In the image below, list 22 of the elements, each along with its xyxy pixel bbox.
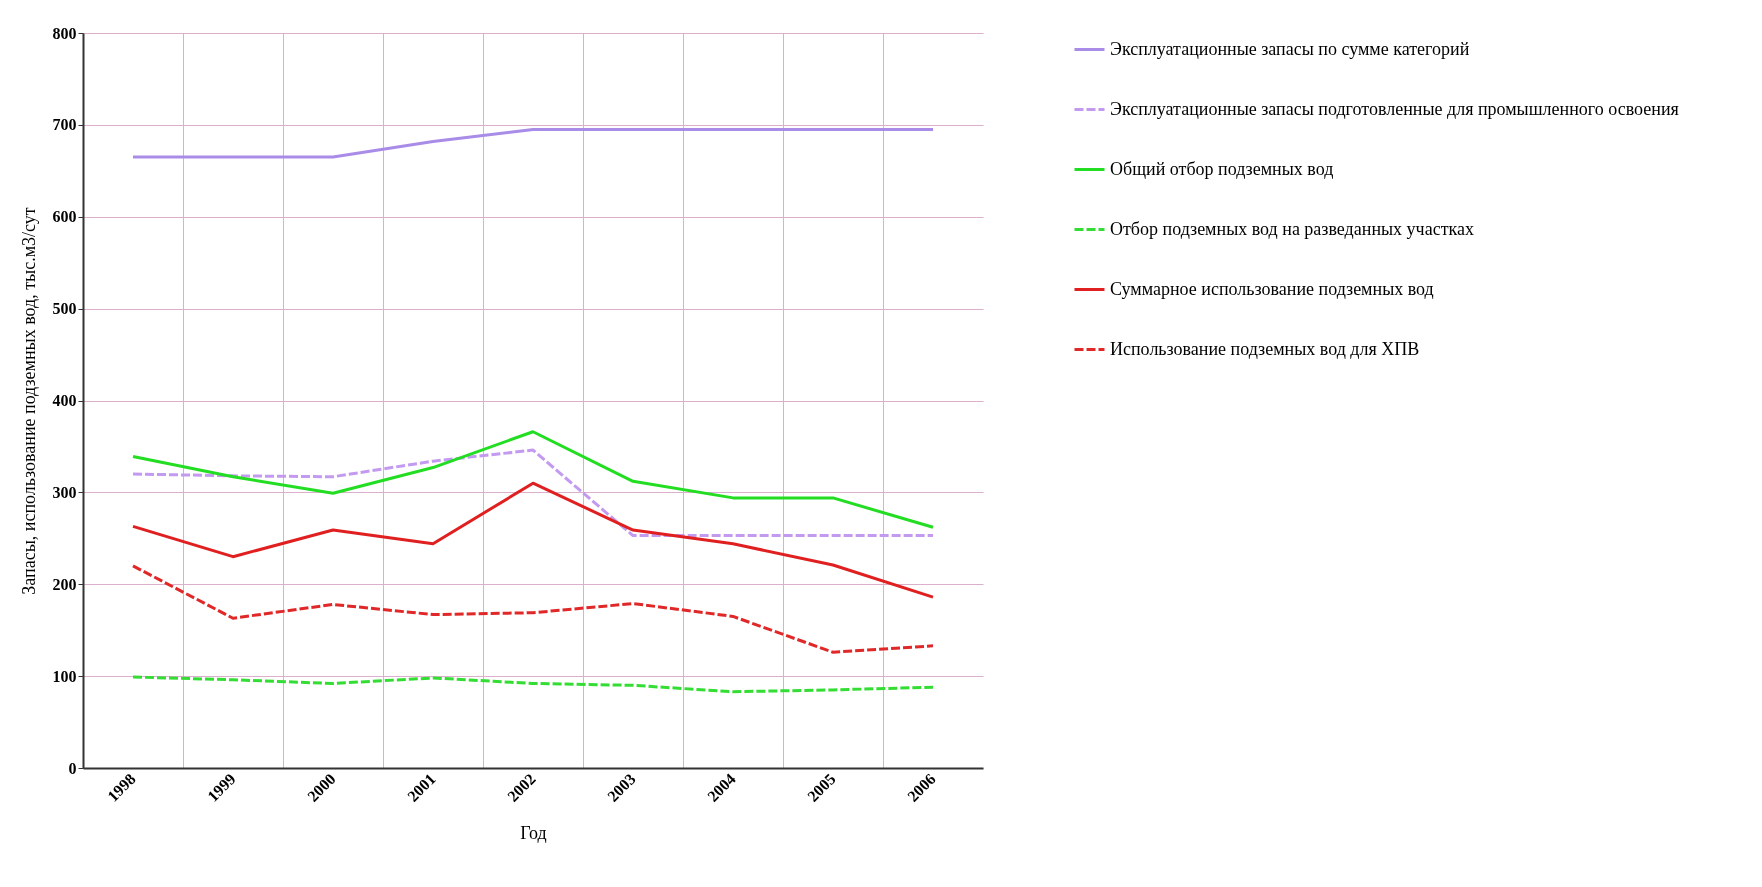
legend-label: Общий отбор подземных вод — [1110, 158, 1334, 179]
y-tick-label: 0 — [68, 759, 77, 777]
y-axis-title: Запасы, использование подземных вод, тыс.м3/сут — [18, 207, 39, 595]
y-tick-label: 600 — [52, 208, 77, 226]
x-axis-title: Год — [520, 822, 547, 843]
y-tick-label: 200 — [52, 575, 77, 593]
line-series — [131, 675, 935, 694]
line-series — [131, 481, 935, 599]
legend-label: Отбор подземных вод на разведанных участках — [1110, 218, 1474, 239]
legend-label: Эксплуатационные запасы подготовленные для промышленного освоения — [1110, 98, 1679, 119]
legend-label: Суммарное использование подземных вод — [1110, 278, 1434, 299]
y-tick-label: 300 — [52, 483, 77, 501]
y-tick-label: 700 — [52, 116, 77, 134]
y-tick-label: 400 — [52, 392, 77, 409]
y-tick-label: 100 — [52, 667, 77, 685]
line-series — [131, 430, 935, 529]
legend-label: Эксплуатационные запасы по сумме категорий — [1110, 38, 1470, 59]
line-series — [131, 448, 935, 538]
line-series — [131, 564, 935, 654]
y-tick-label: 800 — [52, 24, 77, 42]
y-tick-label: 500 — [52, 300, 77, 318]
legend-label: Использование подземных вод для ХПВ — [1110, 338, 1420, 359]
